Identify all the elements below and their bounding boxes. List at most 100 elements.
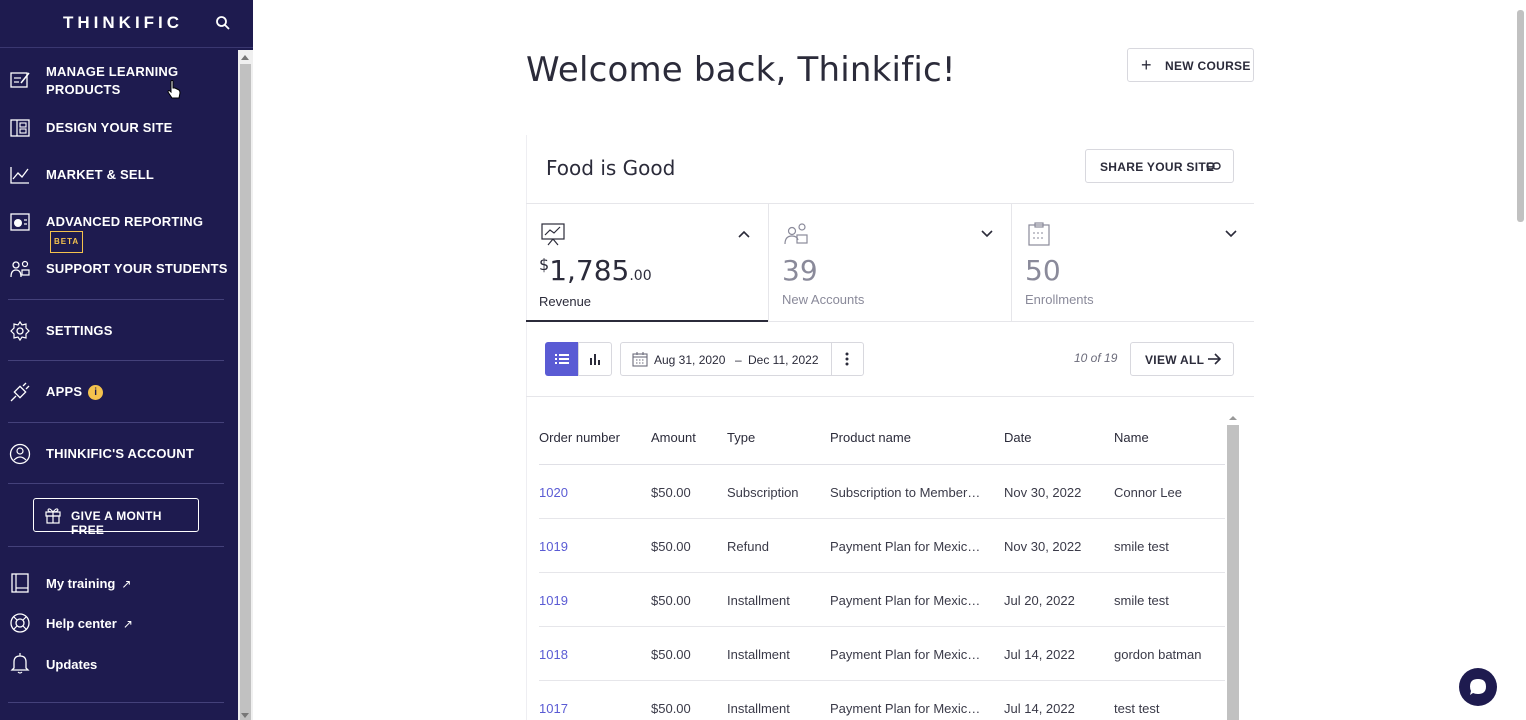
scroll-down-icon[interactable]	[241, 713, 249, 718]
column-header-date[interactable]: Date	[1004, 430, 1032, 445]
column-header-amount[interactable]: Amount	[651, 430, 696, 445]
sidebar-scrollbar[interactable]	[238, 50, 253, 720]
new-course-button[interactable]: + NEW COURSE	[1127, 48, 1254, 82]
link-label: Updates	[46, 657, 98, 672]
revenue-stat-tab[interactable]: $1,785.00 Revenue	[526, 204, 768, 321]
lifebuoy-icon	[10, 613, 30, 633]
more-vertical-icon[interactable]	[844, 351, 850, 367]
sidebar-item-design-your-site[interactable]: DESIGN YOUR SITE	[0, 117, 238, 139]
sidebar-item-label: MANAGE LEARNING PRODUCTS	[46, 64, 179, 97]
table-row: 1018 $50.00 Installment Payment Plan for…	[539, 627, 1225, 681]
date-range-picker[interactable]: Aug 31, 2020 – Dec 11, 2022	[620, 342, 864, 376]
layout-icon	[10, 119, 30, 137]
product-name-cell: Subscription to Member…	[830, 485, 981, 500]
sidebar-item-label: THINKIFIC'S ACCOUNT	[46, 446, 194, 461]
sidebar-item-thinkifics-account[interactable]: THINKIFIC'S ACCOUNT	[0, 443, 238, 465]
clipboard-icon	[1028, 222, 1050, 246]
plus-icon: +	[1141, 55, 1152, 75]
sidebar-item-market-sell[interactable]: MARKET & SELL	[0, 164, 238, 186]
divider	[526, 396, 1254, 397]
scroll-up-icon[interactable]	[241, 55, 249, 60]
chevron-down-icon[interactable]	[981, 230, 993, 238]
list-view-button[interactable]	[545, 342, 579, 376]
divider	[831, 343, 832, 375]
chat-button[interactable]	[1459, 668, 1497, 706]
results-count: 10 of 19	[1074, 351, 1118, 365]
product-name-cell: Payment Plan for Mexic…	[830, 593, 981, 608]
scrollbar-thumb[interactable]	[1227, 425, 1239, 720]
column-header-order-number[interactable]: Order number	[539, 430, 620, 445]
view-all-label: VIEW ALL	[1145, 353, 1205, 367]
mouse-pointer-icon	[167, 80, 181, 99]
chevron-up-icon[interactable]	[738, 230, 750, 238]
new-course-label: NEW COURSE	[1165, 59, 1251, 73]
page-title: Welcome back, Thinkific!	[526, 50, 956, 90]
updates-link[interactable]: Updates	[0, 652, 238, 676]
date-from: Aug 31, 2020	[654, 353, 726, 367]
scrollbar-thumb[interactable]	[240, 64, 251, 720]
amount-cell: $50.00	[651, 485, 691, 500]
table-row: 1020 $50.00 Subscription Subscription to…	[539, 465, 1225, 519]
column-header-name[interactable]: Name	[1114, 430, 1149, 445]
help-center-link[interactable]: Help center ↗	[0, 612, 238, 634]
sidebar-item-label: MARKET & SELL	[46, 167, 155, 182]
column-header-type[interactable]: Type	[727, 430, 756, 445]
give-a-month-free-button[interactable]: GIVE A MONTH FREE	[33, 498, 199, 537]
name-cell: gordon batman	[1114, 647, 1202, 662]
sidebar-item-advanced-reporting[interactable]: ADVANCED REPORTINGBETA	[0, 211, 238, 253]
order-number-link[interactable]: 1020	[539, 485, 568, 500]
amount-cell: $50.00	[651, 647, 691, 662]
enrollments-stat-tab[interactable]: 50 Enrollments	[1012, 204, 1254, 321]
order-number-link[interactable]: 1019	[539, 593, 568, 608]
name-cell: test test	[1114, 701, 1160, 716]
sidebar-item-label: APPS i	[46, 383, 104, 401]
enrollments-value: 50	[1025, 254, 1061, 287]
amount-cell: $50.00	[651, 701, 691, 716]
sidebar-divider	[8, 702, 224, 703]
site-name: Food is Good	[546, 156, 676, 180]
divider	[539, 464, 1225, 465]
info-badge-icon: i	[88, 385, 104, 400]
chart-view-button[interactable]	[578, 342, 612, 376]
type-cell: Installment	[727, 701, 790, 716]
share-your-site-button[interactable]: SHARE YOUR SITE	[1085, 149, 1234, 183]
external-link-icon: ↗	[122, 617, 133, 631]
page-scrollbar[interactable]	[1514, 0, 1526, 720]
type-cell: Subscription	[727, 485, 799, 500]
scrollbar-thumb[interactable]	[1517, 10, 1524, 222]
sidebar-item-settings[interactable]: SETTINGS	[0, 320, 238, 342]
name-cell: Connor Lee	[1114, 485, 1182, 500]
new-accounts-stat-tab[interactable]: 39 New Accounts	[769, 204, 1011, 321]
sidebar-item-manage-learning-products[interactable]: MANAGE LEARNING PRODUCTS	[0, 63, 238, 99]
order-number-link[interactable]: 1019	[539, 539, 568, 554]
sidebar-item-support-your-students[interactable]: SUPPORT YOUR STUDENTS	[0, 258, 238, 280]
date-cell: Jul 14, 2022	[1004, 701, 1075, 716]
chevron-down-icon[interactable]	[1225, 230, 1237, 238]
sidebar-divider	[8, 483, 224, 484]
order-number-link[interactable]: 1018	[539, 647, 568, 662]
share-button-label: SHARE YOUR SITE	[1100, 160, 1215, 174]
students-icon	[10, 260, 30, 278]
sidebar-item-apps[interactable]: APPS i	[0, 381, 238, 403]
my-training-link[interactable]: My training ↗	[0, 572, 238, 594]
table-row: 1019 $50.00 Refund Payment Plan for Mexi…	[539, 519, 1225, 573]
search-icon[interactable]	[215, 15, 231, 31]
column-header-product-name[interactable]: Product name	[830, 430, 911, 445]
gear-icon	[10, 320, 30, 342]
new-accounts-caption: New Accounts	[782, 292, 865, 307]
edit-icon	[10, 72, 30, 88]
order-number-link[interactable]: 1017	[539, 701, 568, 716]
sidebar-header: THINKIFIC	[0, 0, 253, 48]
bell-icon	[10, 653, 30, 674]
type-cell: Refund	[727, 539, 769, 554]
type-cell: Installment	[727, 647, 790, 662]
logo[interactable]: THINKIFIC	[63, 13, 184, 32]
plug-icon	[10, 382, 30, 402]
view-all-button[interactable]: VIEW ALL	[1130, 342, 1234, 376]
table-scrollbar[interactable]	[1227, 413, 1239, 720]
date-cell: Nov 30, 2022	[1004, 485, 1082, 500]
bar-chart-icon	[590, 354, 600, 365]
list-icon	[555, 354, 569, 364]
date-cell: Nov 30, 2022	[1004, 539, 1082, 554]
scroll-up-icon[interactable]	[1229, 416, 1237, 420]
